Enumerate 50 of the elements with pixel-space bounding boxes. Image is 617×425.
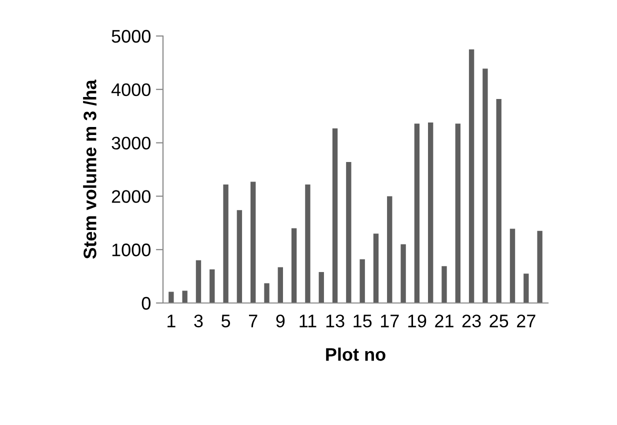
bar — [442, 266, 447, 303]
x-tick-label: 15 — [354, 314, 372, 328]
x-tick-label: 27 — [517, 314, 536, 328]
x-axis-title: Plot no — [326, 348, 386, 361]
x-tick-label: 23 — [462, 314, 481, 328]
y-tick-label: 4000 — [111, 83, 150, 96]
bar — [360, 259, 365, 303]
bar — [387, 196, 392, 303]
bar — [318, 272, 324, 303]
bar — [400, 244, 406, 303]
bar — [496, 99, 502, 303]
y-tick-label: 5000 — [112, 30, 150, 43]
bar — [250, 182, 256, 303]
bar — [455, 124, 460, 303]
bar — [332, 128, 338, 303]
x-tick-label: 1 — [168, 314, 176, 328]
y-axis-title: Stem volume m 3 /ha — [83, 80, 97, 259]
bar — [373, 234, 379, 303]
bar — [196, 260, 202, 303]
bar — [278, 267, 284, 303]
bar — [428, 122, 434, 303]
x-tick-label: 7 — [249, 314, 258, 328]
bar — [346, 162, 352, 303]
bar — [537, 230, 542, 303]
bar — [291, 228, 297, 303]
x-tick-label: 21 — [435, 314, 454, 328]
x-tick-label: 3 — [194, 314, 203, 328]
x-tick-label: 19 — [408, 314, 426, 328]
x-tick-label: 11 — [300, 314, 316, 328]
bar — [305, 184, 310, 303]
bar — [182, 290, 188, 303]
bar — [264, 283, 270, 303]
y-tick-label: 2000 — [112, 190, 150, 203]
bar — [236, 210, 242, 303]
x-tick-label: 9 — [276, 314, 285, 328]
bar — [223, 184, 228, 303]
x-tick-label: 13 — [326, 314, 344, 328]
y-tick-label: 3000 — [112, 136, 150, 150]
bar — [510, 228, 516, 303]
bar — [482, 68, 488, 303]
bar — [468, 49, 474, 303]
x-tick-label: 17 — [380, 314, 399, 328]
bar — [168, 292, 174, 303]
y-tick-label: 1000 — [112, 244, 150, 256]
x-tick-label: 5 — [222, 314, 230, 328]
bar — [210, 269, 215, 303]
x-tick-label: 25 — [490, 314, 508, 328]
y-tick-label: 0 — [142, 296, 150, 310]
bar — [414, 124, 420, 303]
bar — [524, 274, 529, 303]
